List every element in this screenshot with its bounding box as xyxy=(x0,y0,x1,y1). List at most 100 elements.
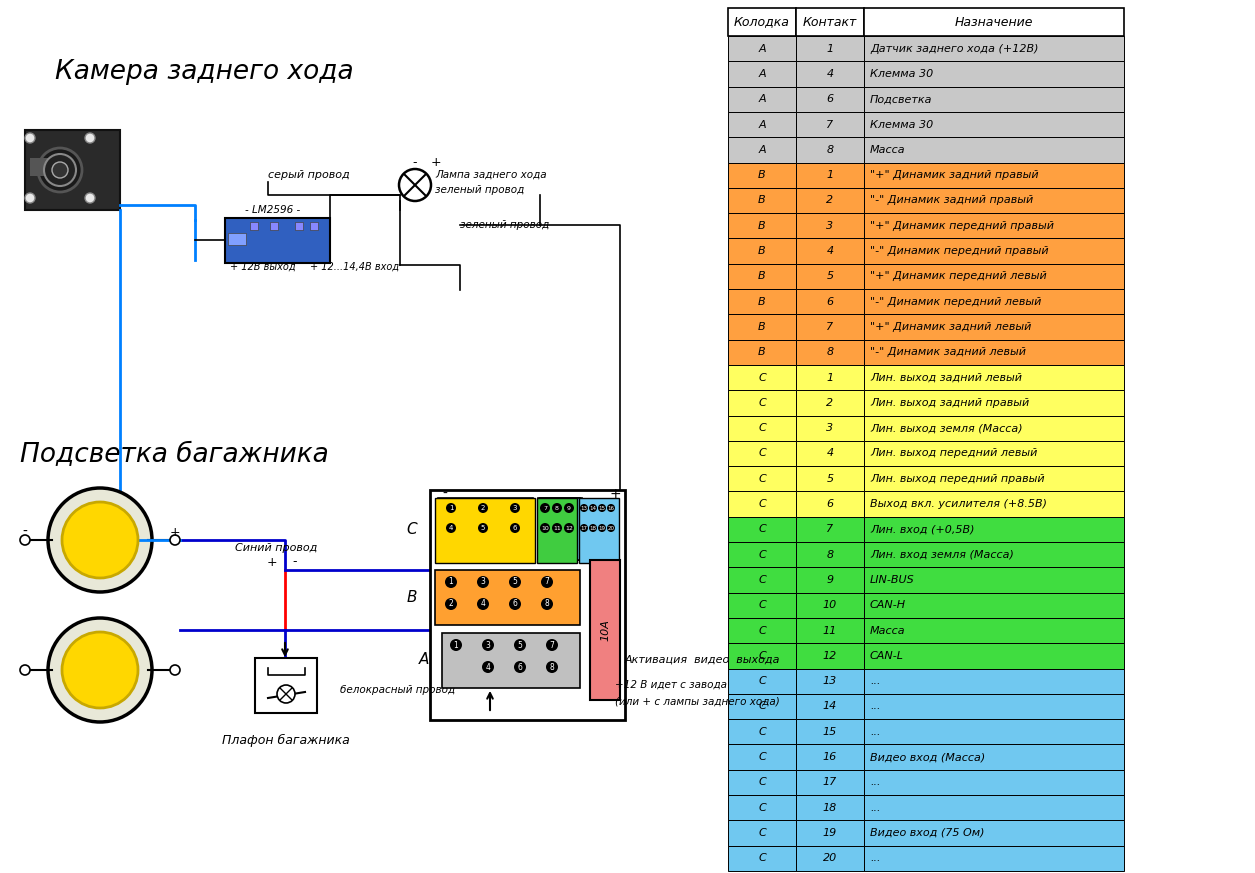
Text: 5: 5 xyxy=(827,474,833,484)
Text: 17: 17 xyxy=(581,526,587,531)
Text: Лампа заднего хода: Лампа заднего хода xyxy=(435,170,547,180)
Text: 19: 19 xyxy=(823,828,837,838)
Circle shape xyxy=(477,598,489,610)
Circle shape xyxy=(546,639,558,651)
Bar xyxy=(537,498,577,563)
Text: C: C xyxy=(758,575,766,585)
Text: "+" Динамик передний левый: "+" Динамик передний левый xyxy=(870,272,1047,281)
Text: C: C xyxy=(758,752,766,762)
Text: C: C xyxy=(758,701,766,711)
Circle shape xyxy=(510,503,520,513)
Circle shape xyxy=(563,523,574,533)
Bar xyxy=(796,86,863,112)
Bar xyxy=(863,36,1124,61)
Bar xyxy=(310,222,318,230)
Bar xyxy=(796,213,863,238)
Bar xyxy=(796,8,863,36)
Bar xyxy=(863,694,1124,719)
Text: Активация  видео  выхода: Активация видео выхода xyxy=(625,655,781,665)
Text: C: C xyxy=(407,523,418,538)
Bar xyxy=(796,365,863,390)
Bar xyxy=(728,821,796,846)
Circle shape xyxy=(20,665,30,675)
Bar xyxy=(796,846,863,871)
Bar xyxy=(796,61,863,86)
Text: 11: 11 xyxy=(823,626,837,636)
Text: C: C xyxy=(758,626,766,636)
Text: ...: ... xyxy=(870,853,881,863)
Text: -: - xyxy=(413,156,417,169)
Text: 8: 8 xyxy=(545,600,550,608)
Bar xyxy=(728,36,796,61)
Bar xyxy=(728,289,796,314)
Text: - LM2596 -: - LM2596 - xyxy=(245,205,300,215)
Bar xyxy=(796,466,863,491)
Text: C: C xyxy=(758,398,766,408)
Text: 12: 12 xyxy=(565,526,574,531)
Text: 7: 7 xyxy=(545,578,550,587)
Text: ...: ... xyxy=(870,802,881,813)
Text: C: C xyxy=(758,373,766,382)
Bar xyxy=(270,222,279,230)
Bar xyxy=(796,795,863,821)
Bar xyxy=(863,719,1124,745)
Text: 6: 6 xyxy=(512,600,517,608)
Bar xyxy=(796,416,863,441)
Text: 4: 4 xyxy=(827,246,833,256)
Circle shape xyxy=(446,523,456,533)
Bar xyxy=(796,137,863,162)
Circle shape xyxy=(580,504,589,512)
Bar xyxy=(728,567,796,593)
Bar xyxy=(863,365,1124,390)
Text: "+" Динамик передний правый: "+" Динамик передний правый xyxy=(870,221,1054,230)
Circle shape xyxy=(44,154,77,186)
Text: Плафон багажника: Плафон багажника xyxy=(222,733,350,746)
Text: ...: ... xyxy=(870,777,881,787)
Bar xyxy=(579,498,619,563)
Bar xyxy=(728,795,796,821)
Bar xyxy=(863,390,1124,416)
Bar xyxy=(728,770,796,795)
Bar xyxy=(728,593,796,618)
Text: Клемма 30: Клемма 30 xyxy=(870,120,934,129)
Circle shape xyxy=(482,639,494,651)
Text: Лин. выход задний правый: Лин. выход задний правый xyxy=(870,398,1029,408)
Text: 4: 4 xyxy=(486,663,491,671)
Circle shape xyxy=(540,523,550,533)
Bar xyxy=(796,517,863,542)
Text: C: C xyxy=(758,601,766,610)
Circle shape xyxy=(541,576,553,588)
Text: Лин. вход (+0,5В): Лин. вход (+0,5В) xyxy=(870,525,974,534)
Bar xyxy=(728,162,796,188)
Circle shape xyxy=(482,661,494,673)
Bar xyxy=(538,498,580,560)
Bar xyxy=(255,658,318,713)
Bar xyxy=(863,517,1124,542)
Bar xyxy=(796,390,863,416)
Bar xyxy=(863,821,1124,846)
Text: C: C xyxy=(758,550,766,560)
Circle shape xyxy=(607,504,615,512)
Circle shape xyxy=(25,133,35,143)
Bar xyxy=(728,618,796,643)
Bar xyxy=(728,112,796,137)
Text: "+" Динамик задний левый: "+" Динамик задний левый xyxy=(870,322,1032,332)
Text: LIN-BUS: LIN-BUS xyxy=(870,575,915,585)
Text: Лин. выход земля (Масса): Лин. выход земля (Масса) xyxy=(870,423,1023,433)
Bar xyxy=(863,770,1124,795)
Text: 18: 18 xyxy=(823,802,837,813)
Bar xyxy=(295,222,302,230)
Circle shape xyxy=(510,598,521,610)
Bar xyxy=(728,137,796,162)
Text: -: - xyxy=(23,525,28,539)
Text: B: B xyxy=(758,272,766,281)
Text: "+" Динамик задний правый: "+" Динамик задний правый xyxy=(870,170,1039,180)
Circle shape xyxy=(510,576,521,588)
Bar xyxy=(863,567,1124,593)
Circle shape xyxy=(597,504,606,512)
Circle shape xyxy=(25,193,35,203)
Text: 15: 15 xyxy=(599,505,605,511)
Text: + 12...14,4В вход: + 12...14,4В вход xyxy=(310,262,399,272)
Text: 6: 6 xyxy=(517,663,522,671)
Text: 6: 6 xyxy=(827,94,833,104)
